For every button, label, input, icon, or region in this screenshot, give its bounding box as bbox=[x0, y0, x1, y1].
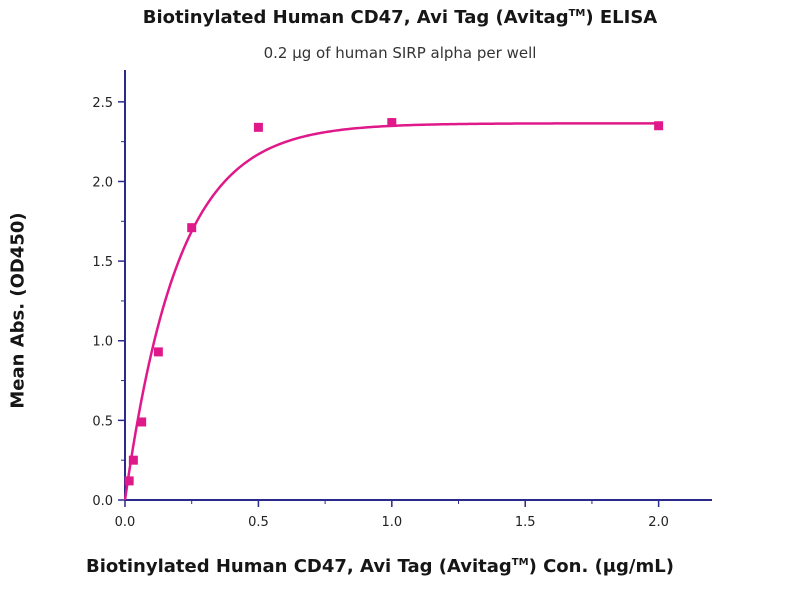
data-point bbox=[124, 476, 134, 486]
x-tick-label: 0.0 bbox=[115, 515, 136, 530]
chart-title: Biotinylated Human CD47, Avi Tag (Avitag… bbox=[142, 7, 658, 28]
x-axis-label: Biotinylated Human CD47, Avi Tag (Avitag… bbox=[86, 556, 674, 577]
y-tick-label: 0.0 bbox=[92, 494, 113, 509]
y-tick-label: 1.5 bbox=[92, 255, 113, 270]
y-axis-label: Mean Abs. (OD450) bbox=[7, 212, 29, 409]
data-points bbox=[124, 118, 664, 486]
data-point bbox=[153, 347, 163, 357]
x-tick-label: 0.5 bbox=[248, 515, 269, 530]
y-tick-label: 2.0 bbox=[92, 175, 113, 190]
y-tick-label: 2.5 bbox=[92, 96, 113, 111]
y-tick-label: 0.5 bbox=[92, 414, 113, 429]
axes bbox=[124, 70, 712, 501]
chart-subtitle: 0.2 μg of human SIRP alpha per well bbox=[263, 44, 537, 62]
data-point bbox=[654, 121, 664, 131]
fit-curve bbox=[123, 122, 659, 501]
x-tick-label: 2.0 bbox=[648, 515, 669, 530]
ticks: 0.0 0.5 1.0 1.5 2.0 0.0 0.5 1.0 1.5 2.0 2.5 bbox=[92, 96, 669, 530]
x-tick-label: 1.0 bbox=[381, 515, 402, 530]
data-point bbox=[387, 118, 397, 128]
data-point bbox=[253, 122, 263, 132]
x-tick-label: 1.5 bbox=[515, 515, 536, 530]
data-point bbox=[137, 417, 147, 427]
data-point bbox=[128, 455, 138, 465]
data-point bbox=[187, 223, 197, 233]
y-tick-label: 1.0 bbox=[92, 335, 113, 350]
